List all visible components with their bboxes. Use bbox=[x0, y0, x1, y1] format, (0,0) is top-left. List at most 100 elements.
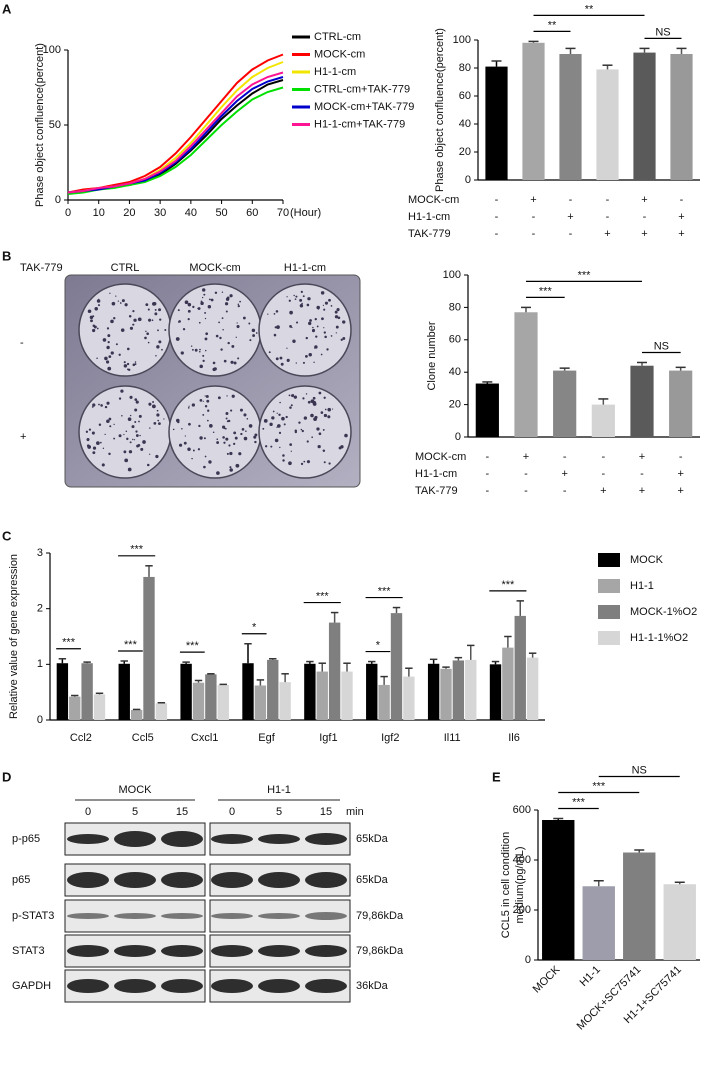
y-axis-label: Phase object confluence(percent) bbox=[434, 28, 446, 192]
colony-dot bbox=[234, 436, 238, 440]
panel-label: B bbox=[2, 248, 11, 263]
colony-dot bbox=[207, 409, 210, 412]
colony-dot bbox=[240, 432, 243, 436]
y-tick-label: 60 bbox=[459, 90, 471, 102]
colony-dot bbox=[225, 412, 229, 415]
colony-dot bbox=[155, 454, 159, 459]
colony-dot bbox=[106, 419, 110, 424]
y-tick-label: 3 bbox=[37, 547, 43, 559]
colony-dot bbox=[305, 336, 308, 340]
y-tick-label: 100 bbox=[453, 34, 471, 46]
colony-dot bbox=[199, 348, 201, 351]
significance-label: *** bbox=[316, 590, 330, 602]
colony-dot bbox=[235, 463, 240, 468]
colony-dot bbox=[204, 311, 207, 314]
colony-dot bbox=[338, 446, 342, 450]
bar bbox=[522, 42, 545, 180]
colony-dot bbox=[104, 405, 108, 409]
blot-band bbox=[67, 834, 109, 844]
bar bbox=[485, 66, 508, 180]
colony-dot bbox=[157, 329, 159, 332]
blot-band bbox=[67, 913, 109, 919]
colony-dot bbox=[202, 413, 205, 416]
y-tick-label: 100 bbox=[443, 269, 461, 281]
colony-dot bbox=[199, 364, 203, 369]
colony-dot bbox=[280, 362, 284, 366]
x-tick-label: H1-1 bbox=[578, 964, 603, 989]
colony-dot bbox=[289, 325, 292, 328]
blot-band bbox=[211, 834, 253, 844]
y-tick-label: 20 bbox=[459, 146, 471, 158]
colony-dot bbox=[289, 310, 293, 315]
condition-sign: + bbox=[678, 228, 684, 240]
panel-label: C bbox=[2, 528, 12, 543]
blot-band bbox=[305, 833, 347, 845]
colony-dot bbox=[233, 361, 237, 365]
bar bbox=[465, 659, 477, 720]
colony-dot bbox=[204, 337, 208, 341]
colony-dot bbox=[292, 339, 296, 343]
condition-name: H1-1-cm bbox=[408, 211, 450, 223]
x-tick-label: 50 bbox=[215, 207, 227, 219]
bar bbox=[489, 664, 502, 720]
colony-dot bbox=[129, 441, 132, 444]
colony-dot bbox=[301, 302, 303, 305]
colony-dot bbox=[121, 299, 125, 303]
colony-dot bbox=[283, 423, 286, 426]
condition-sign: + bbox=[678, 211, 684, 223]
colony-dot bbox=[88, 428, 92, 431]
y-tick-label: 0 bbox=[525, 954, 531, 966]
colony-dot bbox=[100, 404, 103, 407]
condition-sign: - bbox=[532, 228, 536, 240]
colony-dot bbox=[267, 313, 269, 315]
x-tick-label: Igf2 bbox=[381, 732, 399, 744]
y-tick-label: 40 bbox=[449, 366, 461, 378]
y-tick-label: 1 bbox=[37, 658, 43, 670]
colony-dot bbox=[320, 411, 324, 414]
colony-dot bbox=[208, 298, 211, 301]
colony-dot bbox=[197, 307, 201, 310]
y-axis-label: Clone number bbox=[426, 321, 438, 390]
blot-band bbox=[114, 945, 156, 957]
colony-dot bbox=[264, 445, 268, 448]
colony-dot bbox=[134, 363, 137, 366]
colony-dot bbox=[288, 461, 292, 466]
significance-label: *** bbox=[186, 640, 200, 652]
colony-dot bbox=[127, 467, 132, 472]
colony-dot bbox=[206, 399, 210, 403]
y-tick-label: 80 bbox=[449, 301, 461, 313]
colony-dot bbox=[323, 461, 326, 464]
condition-sign: - bbox=[485, 485, 489, 497]
y-axis-label: CCL5 in cell condition bbox=[500, 832, 512, 938]
colony-dot bbox=[108, 355, 112, 358]
colony-dot bbox=[149, 427, 151, 429]
condition-sign: + bbox=[561, 468, 567, 480]
colony-dot bbox=[278, 431, 282, 434]
colony-dot bbox=[107, 341, 110, 344]
colony-dot bbox=[313, 361, 315, 364]
bar bbox=[670, 54, 693, 180]
colony-dot bbox=[322, 304, 325, 306]
colony-dot bbox=[295, 321, 299, 324]
colony-dot bbox=[101, 463, 105, 467]
condition-sign: - bbox=[532, 211, 536, 223]
colony-dot bbox=[324, 408, 327, 411]
blot-band bbox=[67, 945, 109, 957]
colony-dot bbox=[312, 396, 316, 400]
colony-dot bbox=[152, 301, 156, 306]
colony-dot bbox=[97, 304, 101, 307]
colony-dot bbox=[92, 315, 95, 318]
colony-dot bbox=[92, 451, 96, 455]
colony-dot bbox=[323, 308, 326, 311]
colony-dot bbox=[317, 308, 320, 310]
bar bbox=[542, 820, 575, 960]
x-tick-label: 60 bbox=[246, 207, 258, 219]
x-tick-label: 40 bbox=[185, 207, 197, 219]
colony-dot bbox=[233, 431, 237, 435]
colony-dot bbox=[223, 359, 227, 363]
colony-dot bbox=[328, 462, 331, 465]
x-tick-label: 30 bbox=[154, 207, 166, 219]
colony-dot bbox=[104, 356, 108, 361]
bar bbox=[328, 622, 341, 720]
colony-dot bbox=[96, 441, 100, 445]
